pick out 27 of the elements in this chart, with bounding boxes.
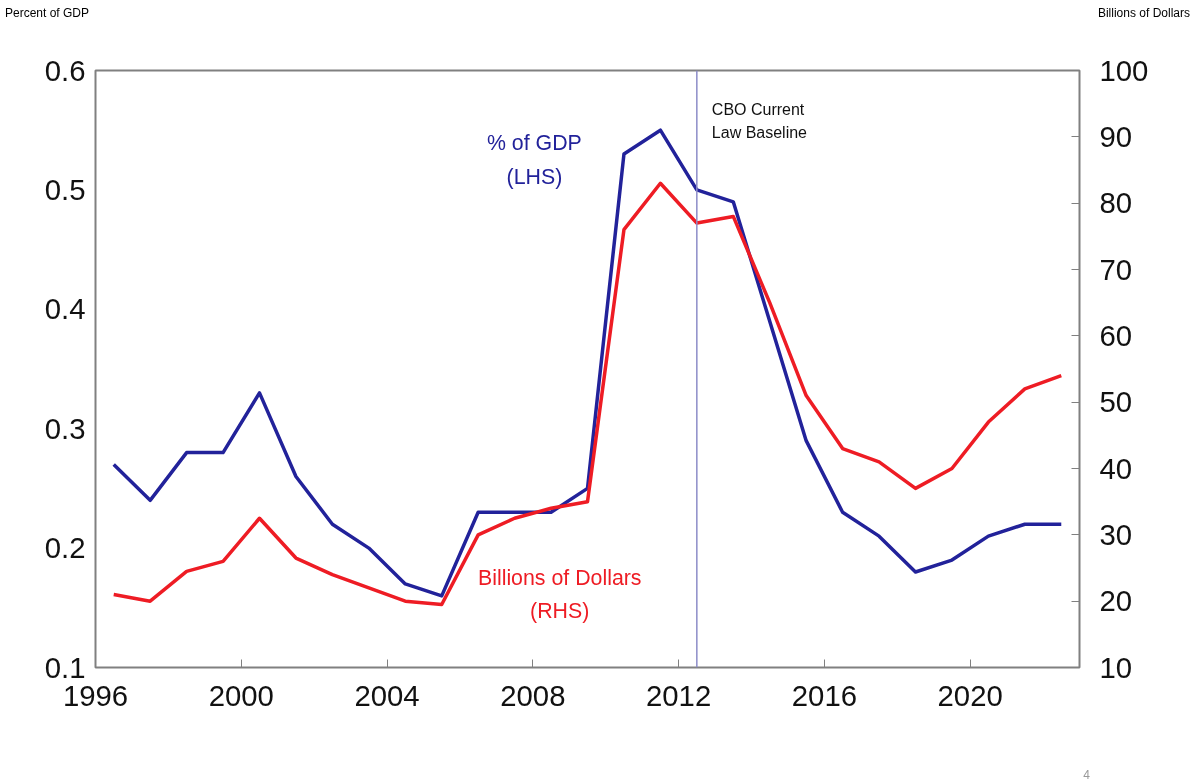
series-label: % of GDP (LHS) bbox=[486, 131, 582, 189]
x-tick-label: 2012 bbox=[645, 678, 712, 712]
y2-tick-label: 90 bbox=[1099, 119, 1133, 153]
y-tick-label: 0.5 bbox=[44, 172, 86, 206]
y-axis-title: Percent of GDP bbox=[5, 5, 90, 22]
y2-tick-label: 50 bbox=[1099, 385, 1133, 419]
text: 4 bbox=[1082, 767, 1091, 782]
ref-line-label: CBO Current Law Baseline bbox=[711, 100, 808, 142]
y-tick-label: 0.3 bbox=[44, 411, 86, 445]
x-tick-label: 2016 bbox=[791, 678, 858, 712]
y2-tick-label: 100 bbox=[1099, 53, 1149, 87]
y2-tick-label: 30 bbox=[1099, 517, 1133, 551]
y-tick-label: 0.2 bbox=[44, 531, 86, 565]
y2-tick-label: 70 bbox=[1099, 252, 1133, 286]
y2-tick-label: 40 bbox=[1099, 451, 1133, 485]
y2-axis-title: Billions of Dollars bbox=[1097, 5, 1190, 22]
y2-tick-label: 60 bbox=[1099, 318, 1133, 352]
y-tick-label: 0.6 bbox=[44, 53, 86, 87]
y-tick-label: 0.4 bbox=[44, 292, 86, 326]
x-tick-label: 2004 bbox=[354, 678, 420, 712]
y2-tick-label: 10 bbox=[1099, 650, 1133, 684]
x-tick-label: 2008 bbox=[500, 678, 566, 712]
x-tick-label: 2000 bbox=[208, 678, 274, 712]
y2-tick-label: 80 bbox=[1099, 186, 1133, 220]
x-tick-label: 2020 bbox=[937, 678, 1003, 712]
y2-tick-label: 20 bbox=[1099, 584, 1133, 618]
series-label: Billions of Dollars (RHS) bbox=[477, 565, 642, 624]
